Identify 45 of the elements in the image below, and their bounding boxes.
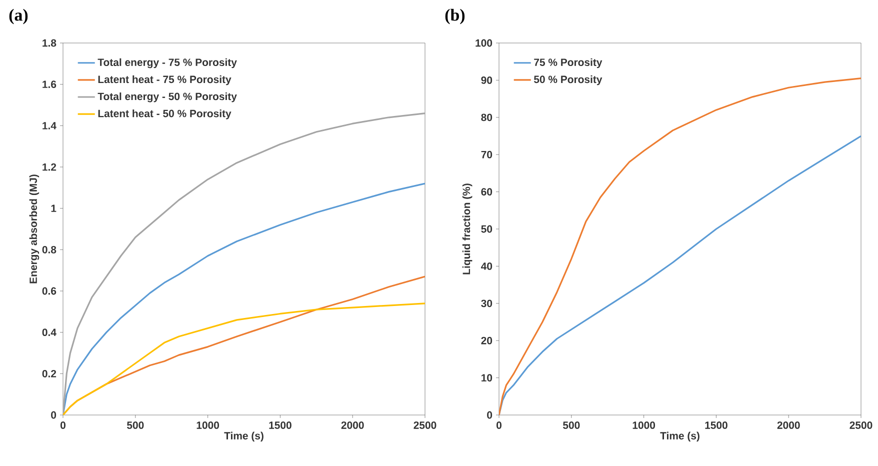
legend-label: Total energy - 75 % Porosity (98, 58, 237, 68)
y-axis-title: Liquid fraction (%) (462, 184, 472, 274)
x-tick-label: 1000 (196, 422, 220, 429)
x-tick-label: 0 (496, 422, 502, 429)
x-tick-label: 500 (563, 422, 580, 429)
chart-title: (b) (445, 8, 465, 24)
y-tick-label: 70 (481, 150, 492, 158)
x-tick-label: 2500 (414, 422, 436, 429)
legend-label: Latent heat - 50 % Porosity (98, 110, 232, 120)
y-tick-label: 90 (481, 76, 492, 84)
chart-title: (a) (9, 8, 28, 24)
x-axis-title: Time (s) (224, 432, 264, 442)
legend-label: 75 % Porosity (534, 58, 602, 68)
y-tick-label: 0 (51, 411, 56, 419)
x-tick-label: 1500 (705, 422, 728, 429)
y-tick-label: 1.4 (42, 122, 56, 130)
x-tick-label: 500 (127, 422, 144, 429)
y-tick-label: 0.6 (42, 287, 56, 295)
y-tick-label: 0.4 (42, 328, 56, 336)
y-tick-label: 1.6 (42, 80, 56, 88)
y-axis-title: Energy absorbed (MJ) (29, 174, 40, 284)
y-tick-label: 50 (481, 225, 492, 233)
y-tick-label: 0.8 (42, 246, 56, 254)
x-tick-label: 2500 (850, 422, 872, 429)
y-tick-label: 0.2 (42, 370, 56, 378)
y-tick-label: 20 (481, 336, 492, 344)
y-tick-label: 80 (481, 114, 492, 122)
y-tick-label: 30 (481, 300, 492, 308)
y-tick-label: 1.8 (42, 39, 56, 47)
y-tick-label: 40 (481, 262, 492, 270)
x-tick-label: 0 (60, 422, 66, 429)
y-tick-label: 10 (482, 374, 492, 382)
x-tick-label: 1000 (632, 422, 656, 429)
y-tick-label: 1 (51, 204, 56, 212)
y-tick-label: 1.2 (42, 163, 56, 171)
x-tick-label: 2000 (777, 422, 800, 429)
legend-label: Latent heat - 75 % Porosity (98, 75, 232, 86)
y-tick-label: 60 (481, 188, 492, 196)
x-axis-title: Time (s) (660, 432, 700, 442)
legend-label: Total energy - 50 % Porosity (98, 92, 237, 102)
y-tick-label: 100 (476, 39, 492, 47)
x-tick-label: 1500 (269, 422, 292, 429)
x-tick-label: 2000 (341, 422, 364, 429)
legend-label: 50 % Porosity (534, 75, 602, 86)
y-tick-label: 0 (487, 411, 492, 419)
